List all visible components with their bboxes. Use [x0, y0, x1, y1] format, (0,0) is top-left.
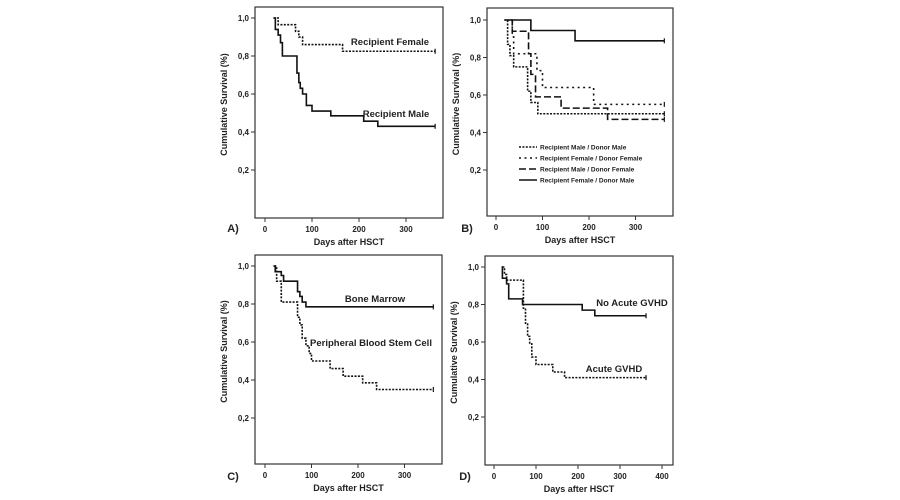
x-tick-label: 300: [613, 472, 627, 481]
curve-annotation: No Acute GVHD: [596, 298, 668, 309]
x-axis-label: Days after HSCT: [545, 235, 616, 245]
curve-annotation: Acute GVHD: [586, 364, 643, 375]
survival-curve-recipient-female-donor-male: [504, 19, 665, 42]
x-tick-label: 200: [351, 471, 365, 480]
panel-c: 0,2 0,4 0,6 0,8 1,0 0 100 200 300 Days after HSCT…: [219, 254, 443, 493]
x-tick-label: 100: [536, 223, 550, 232]
y-tick-label: 0,8: [238, 52, 250, 61]
y-tick-label: 0,6: [238, 90, 250, 99]
survival-curve-recipient-male-donor-female: [510, 19, 665, 121]
curve-annotation: Peripheral Blood Stem Cell: [310, 338, 432, 349]
y-tick-label: 0,4: [238, 128, 250, 137]
survival-curve-recipient-male: [273, 17, 436, 128]
y-tick-label: 0,8: [238, 300, 250, 309]
x-tick-label: 100: [305, 225, 319, 234]
legend: Recipient Male / Donor Male Recipient Fem…: [519, 144, 643, 184]
survival-curve-no-acute-gvhd: [501, 266, 647, 317]
panel-label: A): [227, 223, 239, 235]
y-tick-label: 0,4: [468, 376, 480, 385]
x-tick-label: 300: [629, 223, 643, 232]
legend-label: Recipient Female / Donor Male: [540, 177, 635, 184]
x-tick-label: 400: [655, 472, 669, 481]
x-tick-label: 200: [582, 223, 596, 232]
x-tick-label: 0: [263, 225, 268, 234]
plot-frame: [486, 7, 674, 217]
y-tick-label: 0,2: [238, 166, 250, 175]
panel-d: 0,2 0,4 0,6 0,8 1,0 0 100 200 300 400 Days after H…: [449, 255, 674, 494]
panel-label: D): [459, 471, 471, 483]
survival-curve-peripheral-blood-stem-cell: [274, 265, 434, 391]
x-tick-label: 200: [571, 472, 585, 481]
y-tick-label: 0,4: [470, 129, 482, 138]
x-tick-label: 0: [494, 223, 499, 232]
y-tick-label: 0,6: [468, 338, 480, 347]
y-tick-label: 0,8: [470, 54, 482, 63]
survival-curve-recipient-female: [273, 17, 436, 53]
y-axis-label: Cumulative Survival (%): [219, 53, 229, 156]
plot-frame: [484, 255, 674, 466]
y-tick-label: 1,0: [238, 262, 250, 271]
y-tick-label: 0,8: [468, 301, 480, 310]
x-axis-label: Days after HSCT: [544, 484, 615, 494]
y-tick-label: 1,0: [238, 14, 250, 23]
y-tick-label: 0,6: [470, 91, 482, 100]
x-axis-label: Days after HSCT: [314, 237, 385, 247]
survival-curve-acute-gvhd: [502, 266, 647, 379]
y-tick-label: 0,4: [238, 376, 250, 385]
y-axis-label: Cumulative Survival (%): [451, 53, 461, 156]
x-tick-label: 0: [492, 472, 497, 481]
plot-frame: [254, 254, 443, 465]
panel-label: C): [227, 471, 239, 483]
survival-curve-recipient-male-donor-male: [504, 19, 665, 115]
y-tick-label: 0,6: [238, 338, 250, 347]
x-tick-label: 300: [398, 471, 412, 480]
x-axis-label: Days after HSCT: [313, 483, 384, 493]
curve-annotation: Bone Marrow: [345, 294, 406, 305]
x-tick-label: 100: [305, 471, 319, 480]
plot-frame: [254, 6, 444, 219]
curve-annotation: Recipient Female: [351, 37, 429, 48]
x-tick-label: 0: [263, 471, 268, 480]
legend-label: Recipient Female / Donor Female: [540, 155, 643, 162]
y-tick-label: 0,2: [468, 413, 480, 422]
x-tick-label: 300: [399, 225, 413, 234]
survival-curve-bone-marrow: [273, 265, 434, 308]
x-tick-label: 100: [529, 472, 543, 481]
y-tick-label: 0,2: [238, 414, 250, 423]
y-axis-label: Cumulative Survival (%): [449, 301, 459, 404]
y-tick-label: 0,2: [470, 166, 482, 175]
y-tick-label: 1,0: [470, 16, 482, 25]
panel-label: B): [461, 223, 473, 235]
panel-a: 0,2 0,4 0,6 0,8 1,0 0 100 200 300 Days after HSCT…: [219, 6, 444, 247]
y-tick-label: 1,0: [468, 263, 480, 272]
x-tick-label: 200: [352, 225, 366, 234]
legend-label: Recipient Male / Donor Male: [540, 144, 627, 151]
legend-label: Recipient Male / Donor Female: [540, 166, 635, 173]
panel-b: 0,2 0,4 0,6 0,8 1,0 0 100 200 300 Days after HSCT…: [451, 7, 674, 245]
y-axis-label: Cumulative Survival (%): [219, 300, 229, 403]
curve-annotation: Recipient Male: [363, 109, 430, 120]
